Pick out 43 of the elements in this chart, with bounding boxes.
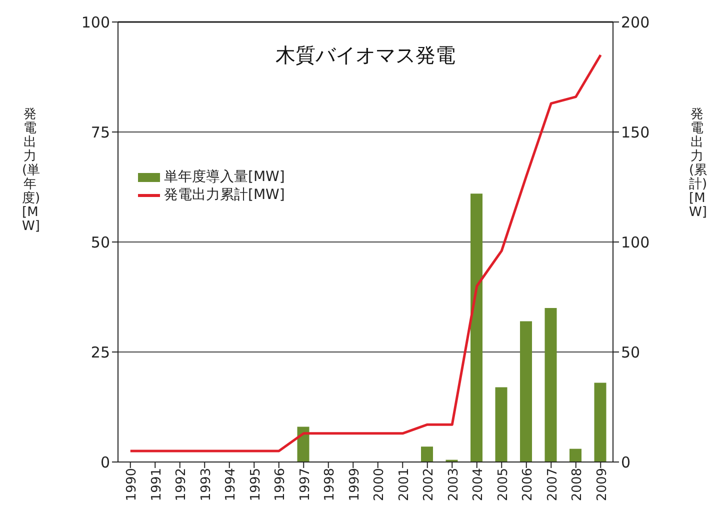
y-tick-label: 75 (90, 123, 110, 142)
x-tick-label: 1997 (298, 468, 313, 502)
x-tick-label: 2002 (422, 468, 437, 502)
text: 木質バイオマス発電 (274, 42, 456, 69)
x-tick-label: 2003 (446, 468, 462, 502)
bar (570, 448, 582, 462)
x-tick-label: 1998 (322, 468, 338, 502)
x-tick-label: 2005 (496, 468, 511, 502)
text: 発電出力(単年度)[MW] (22, 107, 40, 234)
x-tick-label: 2009 (594, 468, 610, 502)
x-tick-label: 1999 (347, 468, 362, 502)
y2-tick-label: 0 (621, 453, 631, 472)
bar (495, 387, 508, 462)
x-tick-label: 2000 (372, 468, 388, 502)
y2-tick-label: 50 (621, 343, 640, 362)
y2-axis-title: 発電出力(累計)[MW] (689, 107, 708, 220)
x-tick-label: 1992 (174, 468, 190, 502)
x-tick-label: 2007 (545, 468, 560, 502)
y-tick-label: 100 (81, 13, 110, 32)
x-tick-label: 1996 (273, 468, 288, 502)
legend-label: 発電出力累計[MW] (164, 186, 285, 204)
x-tick-label: 2001 (396, 468, 412, 502)
bar (594, 382, 606, 462)
y-tick-label: 50 (90, 233, 110, 252)
bar (421, 446, 433, 462)
y2-tick-label: 150 (621, 123, 650, 142)
x-tick-label: 1993 (198, 468, 214, 502)
bar (544, 308, 557, 462)
bar (297, 426, 310, 462)
y-tick-label: 25 (90, 343, 110, 362)
x-tick-label: 2008 (570, 468, 586, 502)
x-tick-label: 1995 (248, 468, 264, 502)
x-tick-label: 2004 (471, 468, 486, 502)
y2-tick-label: 100 (621, 233, 650, 252)
x-tick-label: 1991 (149, 468, 164, 502)
x-tick-label: 1994 (224, 468, 239, 502)
y2-tick-label: 200 (621, 13, 650, 32)
legend-label: 単年度導入量[MW] (164, 168, 285, 186)
bar (470, 194, 482, 462)
x-tick-label: 2006 (520, 468, 536, 502)
x-tick-label: 1990 (124, 468, 140, 502)
y-tick-label: 0 (100, 453, 110, 472)
bar (520, 321, 532, 462)
